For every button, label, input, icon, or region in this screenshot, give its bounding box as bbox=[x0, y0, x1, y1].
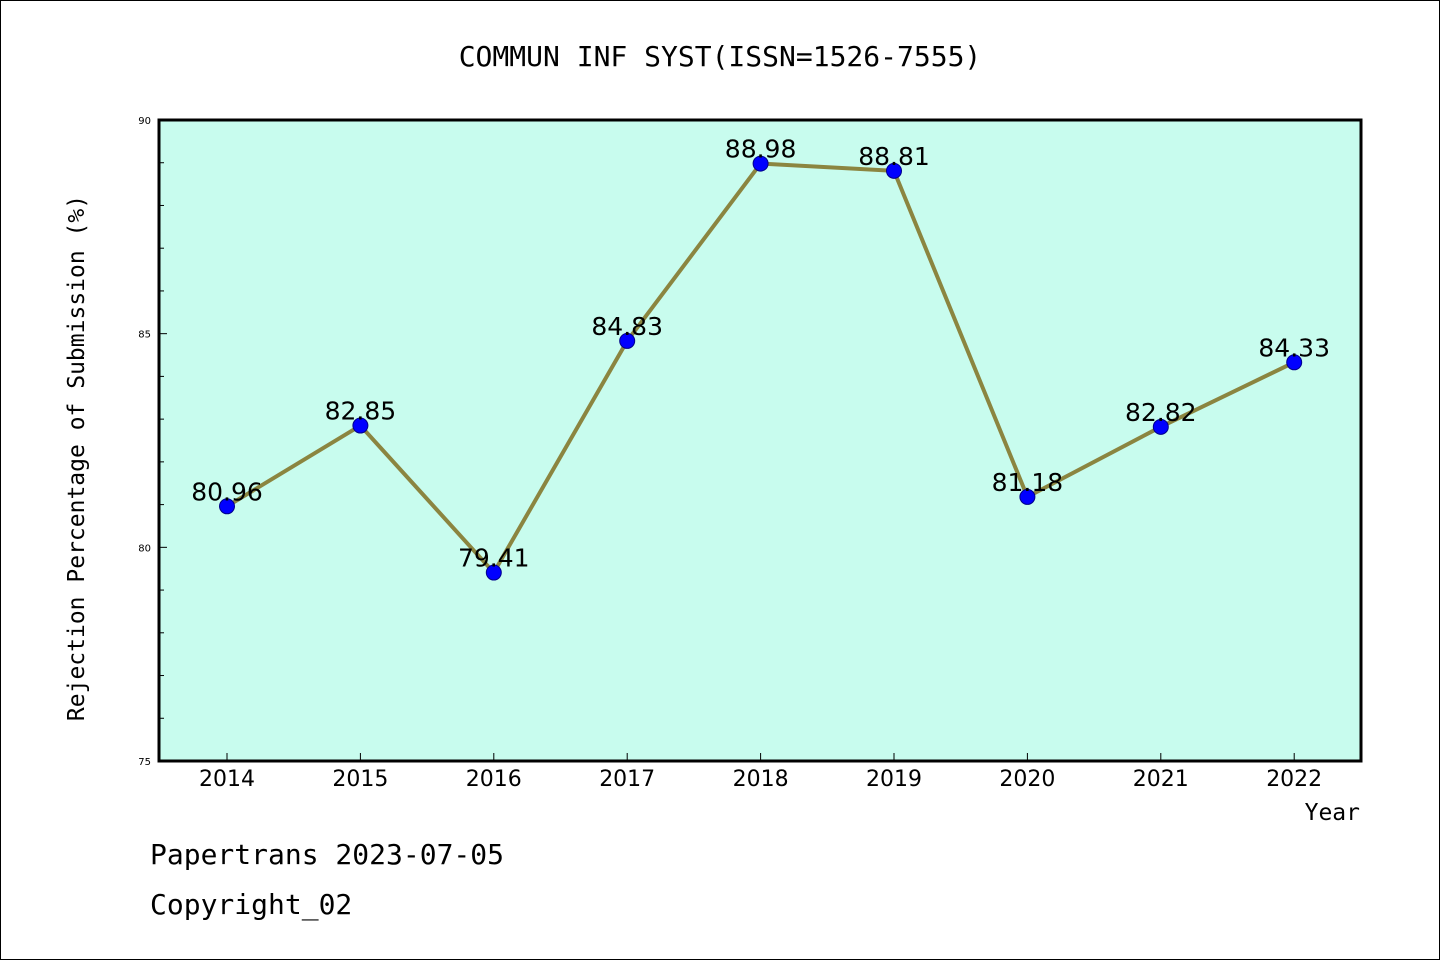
data-point bbox=[352, 417, 369, 434]
x-tick: 2021 bbox=[1133, 753, 1189, 792]
x-tick-label: 2020 bbox=[999, 767, 1055, 792]
series-markers bbox=[219, 155, 1303, 581]
data-label: 88.98 bbox=[725, 135, 797, 164]
x-tick: 2017 bbox=[599, 753, 655, 792]
data-point bbox=[1152, 418, 1169, 435]
data-label: 84.33 bbox=[1258, 333, 1330, 362]
x-tick-label: 2015 bbox=[332, 767, 388, 792]
data-point bbox=[1286, 354, 1303, 371]
data-label: 80.96 bbox=[191, 477, 263, 506]
footer-date: Papertrans 2023-07-05 bbox=[150, 838, 504, 871]
plot-area bbox=[159, 120, 1361, 761]
plot-border bbox=[157, 118, 1363, 763]
y-tick-label: 80 bbox=[138, 543, 151, 554]
x-axis-label: Year bbox=[1305, 800, 1360, 826]
x-tick-label: 2022 bbox=[1266, 767, 1322, 792]
x-tick-label: 2014 bbox=[199, 767, 255, 792]
x-axis-ticks: 2014 2015 2016 2017 2018 2019 2020 2021 2022 bbox=[199, 753, 1322, 792]
data-label: 82.85 bbox=[325, 397, 397, 426]
data-point bbox=[219, 498, 235, 515]
data-label: 84.83 bbox=[591, 312, 663, 341]
x-tick: 2016 bbox=[466, 753, 522, 792]
x-tick-label: 2021 bbox=[1133, 767, 1189, 792]
x-tick-label: 2019 bbox=[866, 767, 922, 792]
footer-copyright: Copyright_02 bbox=[150, 888, 352, 922]
x-tick: 2019 bbox=[866, 753, 922, 792]
y-tick-label: 85 bbox=[138, 330, 151, 341]
data-point bbox=[485, 564, 502, 581]
x-tick-label: 2016 bbox=[466, 767, 522, 792]
x-tick-label: 2017 bbox=[599, 767, 655, 792]
data-point bbox=[752, 155, 769, 172]
data-labels: 80.96 82.85 79.41 84.83 88.98 88.81 81.18 82.82… bbox=[191, 135, 1330, 573]
y-tick-label: 75 bbox=[138, 757, 151, 768]
x-tick-label: 2018 bbox=[733, 767, 789, 792]
data-label: 79.41 bbox=[458, 544, 530, 573]
data-point bbox=[1019, 488, 1036, 505]
data-point bbox=[886, 162, 902, 179]
x-tick: 2022 bbox=[1266, 753, 1322, 792]
y-axis-label: Rejection Percentage of Submission (%) bbox=[64, 195, 90, 721]
data-label: 82.82 bbox=[1125, 398, 1197, 427]
chart-title: COMMUN INF SYST(ISSN=1526-7555) bbox=[459, 40, 982, 73]
x-tick: 2020 bbox=[999, 753, 1055, 792]
data-label: 88.81 bbox=[858, 142, 930, 171]
data-label: 81.18 bbox=[992, 468, 1064, 497]
x-tick: 2014 bbox=[199, 753, 255, 792]
data-point bbox=[619, 332, 636, 349]
y-tick-label: 90 bbox=[138, 116, 151, 127]
